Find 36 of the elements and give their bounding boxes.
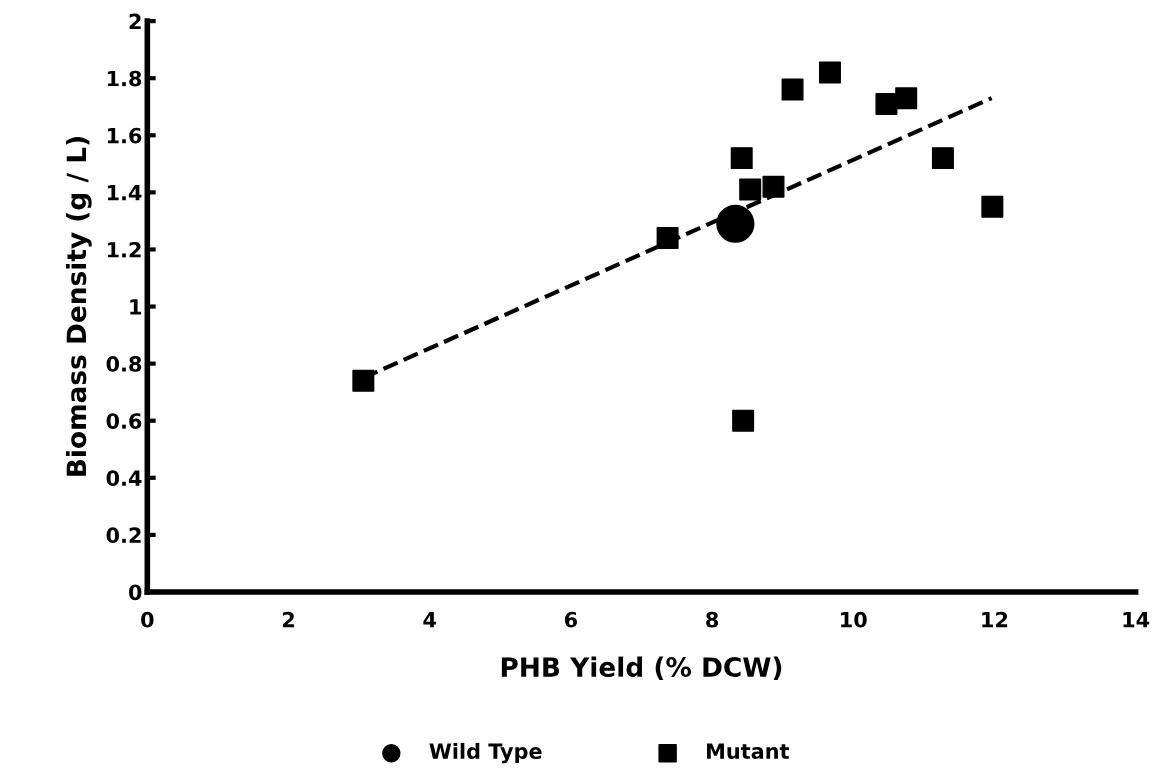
y-tick-label: 1.2 [107, 241, 141, 258]
point [875, 92, 898, 115]
y-tick-label: 1.8 [107, 70, 142, 87]
point [732, 409, 755, 432]
y-axis-title: Biomass Density (g / L) [65, 137, 92, 476]
x-tick-label: 2 [282, 611, 294, 628]
x-tick-label: 14 [1123, 612, 1150, 628]
y-tick-label: 2 [129, 13, 141, 30]
y-tick-label: 1.4 [107, 185, 142, 201]
point [781, 78, 804, 101]
point [352, 369, 375, 392]
point [730, 147, 753, 170]
y-tick-label: 0.2 [106, 527, 141, 544]
point [656, 227, 679, 250]
x-tick-label: 12 [982, 611, 1008, 628]
legend-label: Wild Type [429, 742, 542, 764]
point [739, 178, 762, 201]
point [931, 147, 954, 170]
x-tick-label: 0 [141, 611, 154, 628]
x-tick-label: 10 [841, 611, 867, 628]
x-tick-label: 6 [564, 611, 578, 628]
point [981, 195, 1004, 218]
point [895, 87, 918, 110]
y-tick-label: 1.6 [107, 127, 142, 144]
y-tick-label: 0.8 [106, 356, 142, 372]
y-tick-label: 0.6 [106, 413, 142, 429]
y-tick-label: 1 [130, 299, 142, 315]
point [762, 175, 785, 198]
point [818, 61, 841, 84]
x-tick-label: 4 [423, 612, 436, 628]
legend-label: Mutant [707, 743, 790, 760]
point [716, 204, 755, 243]
x-axis-title: PHB Yield (% DCW) [501, 656, 782, 681]
y-tick-label: 0 [128, 584, 142, 601]
x-tick-label: 8 [706, 611, 719, 628]
y-tick-label: 0.4 [106, 470, 142, 487]
